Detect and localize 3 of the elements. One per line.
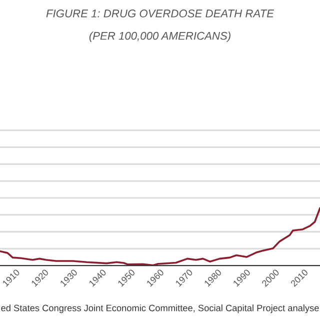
chart-subtitle: (PER 100,000 AMERICANS) bbox=[89, 32, 230, 42]
text: ed States Congress Joint Economic Committee, Social Capital Project analyse bbox=[1, 304, 319, 314]
chart-title: FIGURE 1: DRUG OVERDOSE DEATH RATE bbox=[46, 10, 274, 18]
